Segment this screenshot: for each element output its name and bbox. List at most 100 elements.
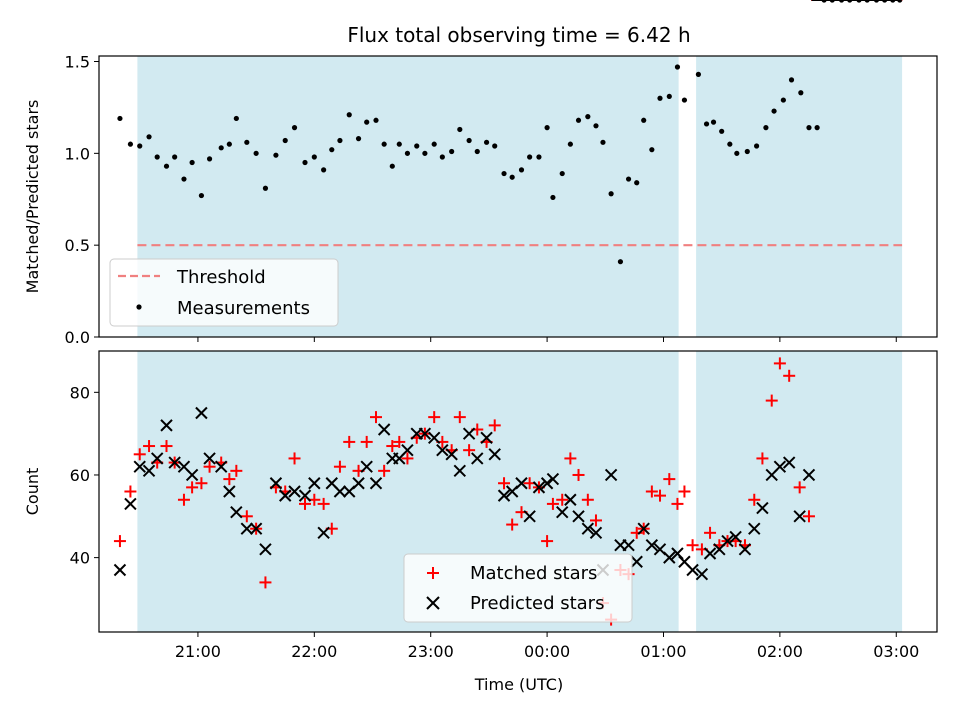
top-panel-frame bbox=[98, 55, 938, 338]
matched-star-point bbox=[645, 485, 658, 498]
matched-star-point bbox=[143, 440, 156, 453]
measurement-point bbox=[544, 125, 550, 131]
predicted-star-point bbox=[288, 485, 301, 498]
measurement-point bbox=[625, 176, 632, 182]
predicted-star-d2 bbox=[298, 489, 312, 502]
predicted-star-point bbox=[223, 485, 236, 498]
predicted-star-point bbox=[453, 464, 467, 478]
measurement-point bbox=[657, 95, 663, 101]
predicted-star-point bbox=[572, 510, 585, 523]
predicted-star-d2 bbox=[223, 485, 236, 498]
measurement-point bbox=[806, 125, 812, 131]
chart-title: Flux total observing time = 6.42 h bbox=[347, 23, 690, 47]
predicted-star-d2 bbox=[480, 431, 493, 444]
matched-star-point bbox=[556, 493, 569, 506]
matched-star-point bbox=[453, 411, 466, 424]
measurement-point bbox=[527, 154, 533, 160]
measurement-point bbox=[389, 163, 395, 169]
measurement-point bbox=[439, 154, 445, 160]
measurement-point bbox=[771, 108, 777, 114]
predicted-star-d2 bbox=[686, 563, 699, 577]
matched-star-point bbox=[223, 473, 236, 486]
top-y-axis-label: Matched/Predicted stars bbox=[23, 100, 42, 294]
measurement-point bbox=[137, 143, 143, 149]
matched-star-point bbox=[765, 394, 778, 407]
predicted-star-point bbox=[540, 477, 554, 490]
matched-star-point bbox=[564, 452, 577, 465]
predicted-star-point bbox=[203, 452, 216, 465]
measurement-point bbox=[474, 148, 480, 155]
matched-star-point bbox=[589, 514, 602, 527]
predicted-star-d2 bbox=[453, 464, 467, 478]
measurement-point bbox=[608, 191, 614, 197]
measurement-point bbox=[311, 154, 317, 160]
predicted-star-d2 bbox=[288, 485, 301, 498]
predicted-star-point bbox=[160, 419, 173, 432]
predicted-star-point bbox=[249, 522, 263, 535]
measurement-point bbox=[744, 148, 750, 155]
matched-star-point bbox=[317, 497, 330, 510]
predicted-star-point bbox=[150, 452, 164, 465]
measurement-point bbox=[244, 139, 250, 145]
legend-matched-label: Matched stars bbox=[470, 563, 597, 584]
measurement-point bbox=[206, 156, 213, 162]
predicted-star-d2 bbox=[782, 456, 796, 469]
matched-star-point bbox=[113, 535, 126, 548]
measurement-point bbox=[146, 134, 152, 140]
predicted-star-d2 bbox=[572, 510, 585, 523]
predicted-star-d2 bbox=[124, 497, 137, 511]
predicted-star-d2 bbox=[377, 423, 391, 436]
predicted-star-d2 bbox=[748, 522, 761, 535]
predicted-star-d2 bbox=[203, 452, 216, 465]
predicted-star-d2 bbox=[703, 547, 717, 560]
predicted-star-point bbox=[418, 427, 432, 440]
predicted-star-d2 bbox=[589, 526, 603, 540]
matched-star-point bbox=[378, 464, 391, 477]
predicted-star-d2 bbox=[564, 493, 577, 506]
measurement-point bbox=[396, 141, 402, 147]
matched-star-point bbox=[386, 440, 399, 453]
matched-star-point bbox=[230, 464, 243, 477]
measurement-point bbox=[575, 117, 582, 123]
matched-star-point bbox=[686, 539, 699, 552]
predicted-star-point bbox=[515, 477, 528, 490]
predicted-star-d2 bbox=[150, 452, 164, 465]
measurement-point bbox=[703, 121, 710, 127]
predicted-star-point bbox=[333, 485, 347, 498]
predicted-star-d2 bbox=[540, 477, 554, 490]
predicted-star-point bbox=[436, 443, 449, 457]
y-tick-label: 60 bbox=[70, 466, 90, 485]
measurement-point bbox=[373, 117, 379, 123]
predicted-star-point bbox=[369, 477, 383, 490]
predicted-star-d2 bbox=[630, 555, 643, 568]
measurement-point bbox=[674, 64, 681, 70]
predicted-star-d2 bbox=[333, 485, 347, 498]
measurement-point bbox=[253, 150, 259, 156]
predicted-star-d2 bbox=[488, 448, 501, 461]
matched-star-point bbox=[343, 435, 356, 448]
predicted-star-point bbox=[581, 522, 595, 535]
measurement-point bbox=[273, 152, 279, 158]
predicted-star-d2 bbox=[230, 505, 243, 519]
predicted-star-point bbox=[317, 526, 330, 540]
matched-star-point bbox=[370, 411, 383, 424]
predicted-star-point bbox=[589, 526, 603, 540]
bottom-panel-frame bbox=[98, 350, 938, 633]
measurement-point bbox=[536, 154, 542, 160]
predicted-star-point bbox=[738, 543, 752, 556]
predicted-star-point bbox=[663, 551, 676, 564]
matched-star-point bbox=[401, 452, 414, 465]
predicted-star-point bbox=[622, 539, 635, 552]
measurement-point bbox=[337, 137, 343, 144]
predicted-star-d2 bbox=[177, 460, 191, 473]
measurement-point bbox=[634, 180, 640, 186]
measurement-point bbox=[414, 143, 420, 149]
matched-star-point bbox=[333, 460, 346, 473]
measurement-point bbox=[501, 170, 507, 177]
measurement-point bbox=[198, 192, 205, 199]
predicted-star-d2 bbox=[142, 464, 156, 478]
predicted-star-d2 bbox=[462, 427, 476, 440]
measurement-point bbox=[181, 176, 187, 182]
bottom-x-ticks: 21:00 22:00 23:00 00:00 01:00 02:00 03:00 bbox=[175, 632, 919, 661]
